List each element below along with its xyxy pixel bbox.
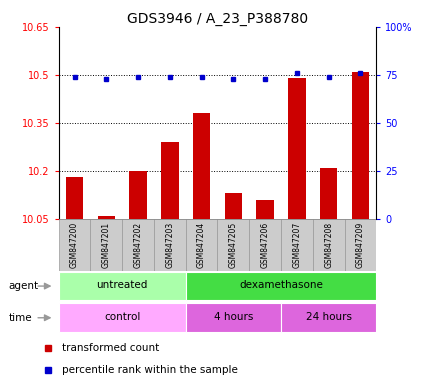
Bar [249,219,280,271]
Title: GDS3946 / A_23_P388780: GDS3946 / A_23_P388780 [127,12,307,26]
Bar [280,303,375,333]
Text: agent: agent [9,281,39,291]
Text: GSM847207: GSM847207 [292,222,301,268]
Bar [154,219,185,271]
Text: GSM847206: GSM847206 [260,222,269,268]
Text: GSM847209: GSM847209 [355,222,364,268]
Text: percentile rank within the sample: percentile rank within the sample [62,365,237,375]
Bar [224,193,242,219]
Text: GSM847200: GSM847200 [70,222,79,268]
Text: untreated: untreated [96,280,148,290]
Bar [319,168,337,219]
Text: GSM847208: GSM847208 [323,222,332,268]
Text: 4 hours: 4 hours [213,312,253,322]
Bar [185,272,375,300]
Bar [192,113,210,219]
Bar [185,219,217,271]
Text: 24 hours: 24 hours [305,312,351,322]
Text: dexamethasone: dexamethasone [239,280,322,290]
Bar [66,177,83,219]
Bar [90,219,122,271]
Text: transformed count: transformed count [62,343,159,353]
Text: time: time [9,313,32,323]
Bar [351,72,368,219]
Bar [129,171,147,219]
Bar [122,219,154,271]
Bar [185,303,280,333]
Bar [344,219,375,271]
Bar [59,272,185,300]
Text: GSM847203: GSM847203 [165,222,174,268]
Bar [161,142,178,219]
Bar [59,219,90,271]
Text: control: control [104,312,140,322]
Bar [312,219,344,271]
Text: GSM847202: GSM847202 [133,222,142,268]
Bar [287,78,305,219]
Bar [217,219,249,271]
Bar [97,216,115,219]
Bar [280,219,312,271]
Text: GSM847204: GSM847204 [197,222,206,268]
Bar [256,200,273,219]
Bar [59,303,185,333]
Text: GSM847201: GSM847201 [102,222,111,268]
Text: GSM847205: GSM847205 [228,222,237,268]
